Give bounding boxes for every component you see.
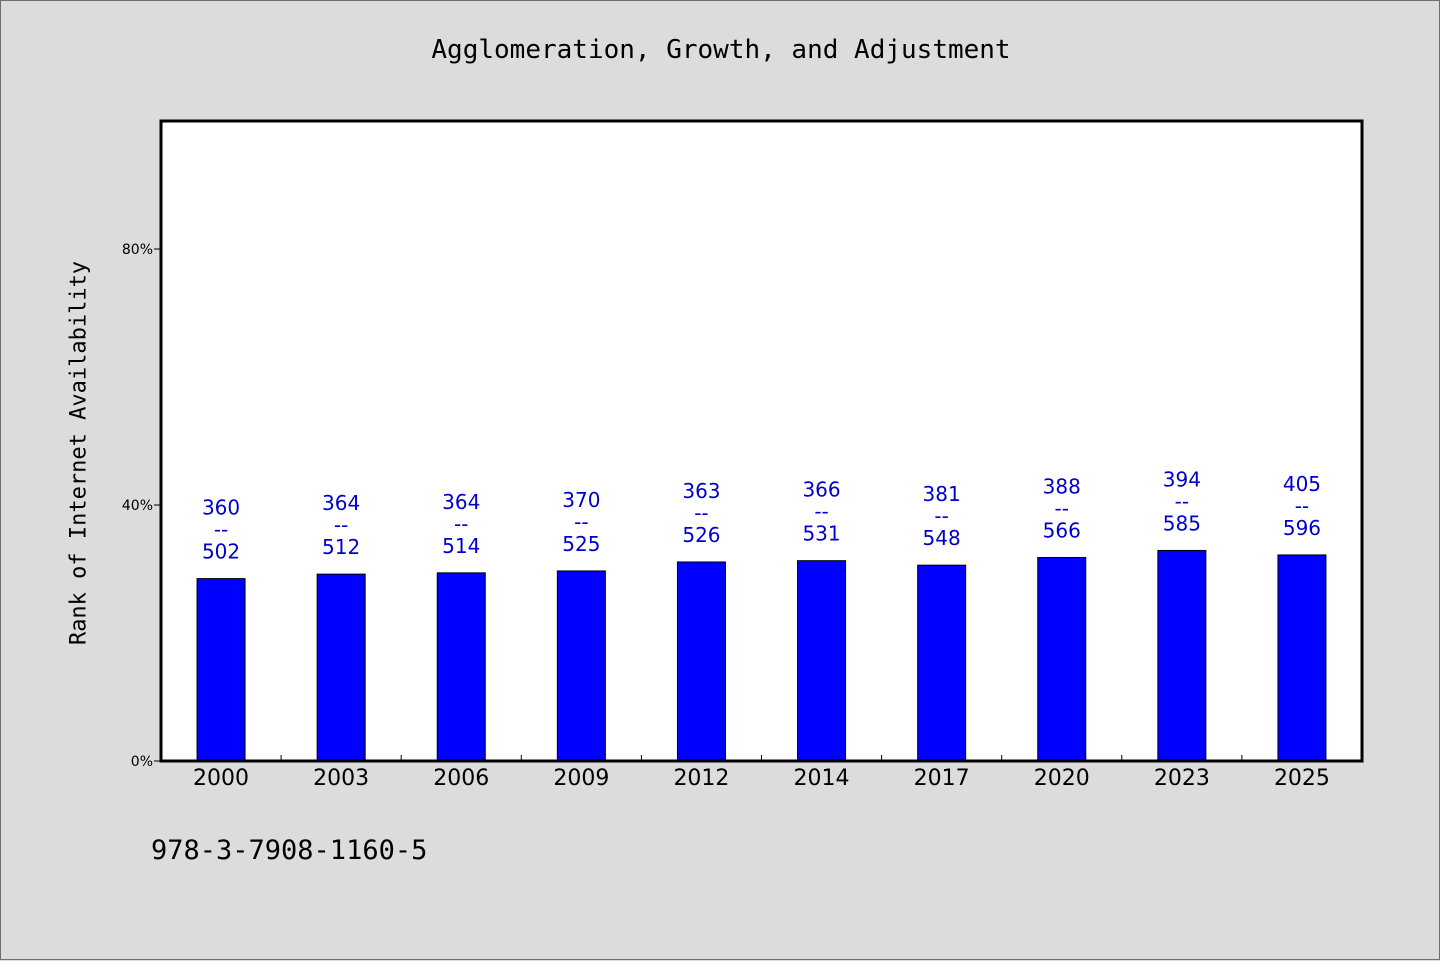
data-label-separator: -- <box>814 500 828 524</box>
bar <box>1037 556 1087 762</box>
data-label-bottom: 525 <box>562 532 600 556</box>
x-tick-label: 2014 <box>794 766 850 791</box>
x-tick-label: 2006 <box>433 766 489 791</box>
data-label-separator: -- <box>454 512 468 536</box>
data-label-bottom: 512 <box>322 535 360 559</box>
x-tick-label: 2020 <box>1034 766 1090 791</box>
x-tick-label: 2003 <box>313 766 369 791</box>
bar <box>676 561 726 762</box>
footer-code: 978-3-7908-1160-5 <box>151 835 428 866</box>
data-label-separator: -- <box>694 501 708 525</box>
x-tick-label: 2023 <box>1154 766 1210 791</box>
data-label-bottom: 566 <box>1043 518 1081 542</box>
data-label-bottom: 596 <box>1283 516 1321 540</box>
data-label-separator: -- <box>214 518 228 542</box>
data-label-separator: -- <box>1055 496 1069 520</box>
data-label-bottom: 585 <box>1163 511 1201 535</box>
data-label-top: 370 <box>562 488 600 512</box>
bar <box>556 570 606 762</box>
data-label-separator: -- <box>334 513 348 537</box>
x-tick-label: 2009 <box>553 766 609 791</box>
data-label-top: 363 <box>682 479 720 503</box>
data-label-separator: -- <box>574 510 588 534</box>
x-tick-label: 2017 <box>914 766 970 791</box>
data-label-bottom: 514 <box>442 534 480 558</box>
bar <box>316 573 366 762</box>
chart-title: Agglomeration, Growth, and Adjustment <box>431 35 1011 65</box>
data-label-top: 388 <box>1043 474 1081 498</box>
bar <box>797 560 847 762</box>
data-label-separator: -- <box>1295 494 1309 518</box>
bar <box>917 564 967 762</box>
data-label-bottom: 526 <box>682 523 720 547</box>
data-label-bottom: 531 <box>802 522 840 546</box>
plot-border <box>159 119 1364 763</box>
data-label-separator: -- <box>1175 489 1189 513</box>
bar <box>1157 549 1207 762</box>
data-label-bottom: 502 <box>202 540 240 564</box>
data-label-top: 364 <box>442 490 480 514</box>
x-tick-label: 2000 <box>193 766 249 791</box>
data-label-top: 366 <box>802 478 840 502</box>
y-tick-label: 80% <box>122 242 153 258</box>
data-label-top: 394 <box>1163 467 1201 491</box>
data-label-top: 405 <box>1283 472 1321 496</box>
x-tick-label: 2012 <box>673 766 729 791</box>
data-label-bottom: 548 <box>923 526 961 550</box>
bar <box>436 572 486 762</box>
x-tick-label: 2025 <box>1274 766 1330 791</box>
data-label-separator: -- <box>934 504 948 528</box>
data-label-top: 360 <box>202 496 240 520</box>
y-tick-label: 0% <box>131 754 153 770</box>
bar <box>196 578 246 762</box>
data-label-top: 364 <box>322 491 360 515</box>
bar <box>1277 554 1327 762</box>
data-label-top: 381 <box>923 482 961 506</box>
y-tick-label: 40% <box>122 498 153 514</box>
